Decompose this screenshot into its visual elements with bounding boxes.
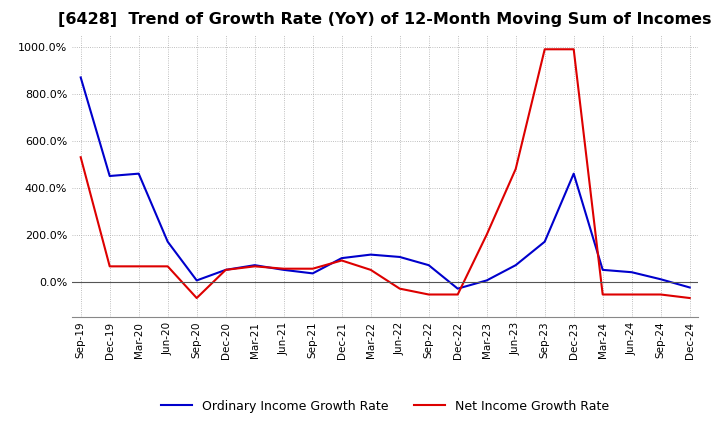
Ordinary Income Growth Rate	[76, 75, 85, 80]
Ordinary Income Growth Rate	[192, 278, 201, 283]
Ordinary Income Growth Rate	[482, 278, 491, 283]
Net Income Growth Rate	[192, 295, 201, 301]
Ordinary Income Growth Rate	[685, 285, 694, 290]
Net Income Growth Rate	[541, 47, 549, 52]
Net Income Growth Rate	[685, 295, 694, 301]
Ordinary Income Growth Rate	[221, 267, 230, 272]
Ordinary Income Growth Rate	[279, 267, 288, 272]
Net Income Growth Rate	[570, 47, 578, 52]
Net Income Growth Rate	[627, 292, 636, 297]
Ordinary Income Growth Rate	[395, 254, 404, 260]
Ordinary Income Growth Rate	[308, 271, 317, 276]
Ordinary Income Growth Rate	[598, 267, 607, 272]
Ordinary Income Growth Rate	[627, 270, 636, 275]
Net Income Growth Rate	[424, 292, 433, 297]
Ordinary Income Growth Rate	[511, 263, 520, 268]
Net Income Growth Rate	[454, 292, 462, 297]
Net Income Growth Rate	[135, 264, 143, 269]
Line: Net Income Growth Rate: Net Income Growth Rate	[81, 49, 690, 298]
Net Income Growth Rate	[657, 292, 665, 297]
Net Income Growth Rate	[251, 264, 259, 269]
Ordinary Income Growth Rate	[366, 252, 375, 257]
Ordinary Income Growth Rate	[454, 286, 462, 291]
Title: [6428]  Trend of Growth Rate (YoY) of 12-Month Moving Sum of Incomes: [6428] Trend of Growth Rate (YoY) of 12-…	[58, 12, 712, 27]
Net Income Growth Rate	[338, 258, 346, 263]
Net Income Growth Rate	[598, 292, 607, 297]
Net Income Growth Rate	[105, 264, 114, 269]
Net Income Growth Rate	[482, 232, 491, 237]
Net Income Growth Rate	[395, 286, 404, 291]
Ordinary Income Growth Rate	[657, 277, 665, 282]
Ordinary Income Growth Rate	[424, 263, 433, 268]
Ordinary Income Growth Rate	[251, 263, 259, 268]
Net Income Growth Rate	[163, 264, 172, 269]
Ordinary Income Growth Rate	[541, 239, 549, 244]
Net Income Growth Rate	[511, 166, 520, 172]
Ordinary Income Growth Rate	[163, 239, 172, 244]
Net Income Growth Rate	[279, 266, 288, 271]
Ordinary Income Growth Rate	[338, 256, 346, 261]
Line: Ordinary Income Growth Rate: Ordinary Income Growth Rate	[81, 77, 690, 289]
Ordinary Income Growth Rate	[105, 173, 114, 179]
Ordinary Income Growth Rate	[570, 171, 578, 176]
Net Income Growth Rate	[308, 266, 317, 271]
Ordinary Income Growth Rate	[135, 171, 143, 176]
Net Income Growth Rate	[76, 154, 85, 160]
Net Income Growth Rate	[221, 267, 230, 272]
Legend: Ordinary Income Growth Rate, Net Income Growth Rate: Ordinary Income Growth Rate, Net Income …	[156, 395, 614, 418]
Net Income Growth Rate	[366, 267, 375, 272]
